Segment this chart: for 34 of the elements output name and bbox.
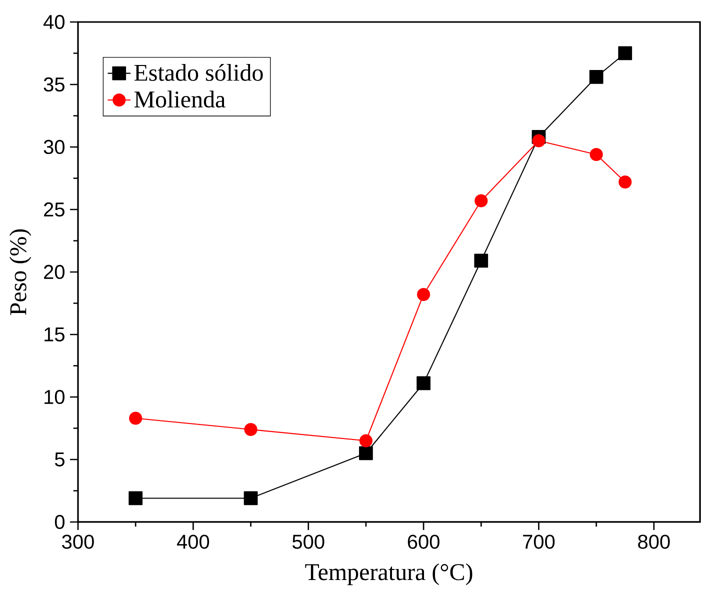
legend-label: Molienda — [134, 90, 226, 108]
point — [359, 434, 372, 448]
y-tick-label: 0 — [54, 514, 64, 530]
point — [590, 148, 603, 162]
x-tick-label: 700 — [523, 534, 555, 549]
point — [128, 491, 143, 506]
point — [129, 412, 142, 425]
point — [532, 134, 546, 148]
point — [618, 46, 632, 60]
x-tick-label: 800 — [638, 534, 670, 549]
y-tick-label: 15 — [44, 328, 64, 342]
point — [618, 175, 632, 189]
point — [474, 254, 488, 268]
point — [244, 422, 258, 436]
point — [416, 376, 430, 390]
point — [244, 491, 258, 506]
y-tick-label: 40 — [44, 14, 64, 30]
x-axis-title: Temperatura (°C) — [305, 563, 472, 586]
y-tick-label: 5 — [54, 452, 64, 466]
point — [417, 288, 430, 302]
legend-label: Estado sólido — [134, 64, 263, 81]
x-tick-label: 300 — [62, 534, 94, 549]
y-tick-label: 25 — [44, 202, 64, 217]
x-tick-label: 400 — [176, 534, 210, 549]
point — [474, 194, 488, 208]
point — [589, 70, 604, 84]
x-tick-label: 500 — [292, 534, 324, 549]
y-tick-label: 35 — [44, 77, 64, 92]
point — [359, 446, 373, 460]
y-tick-label: 30 — [44, 140, 64, 154]
y-tick-label: 20 — [44, 264, 64, 280]
y-tick-label: 10 — [44, 390, 64, 404]
x-tick-label: 600 — [408, 534, 440, 549]
y-axis-title: Peso (%) — [9, 229, 32, 315]
